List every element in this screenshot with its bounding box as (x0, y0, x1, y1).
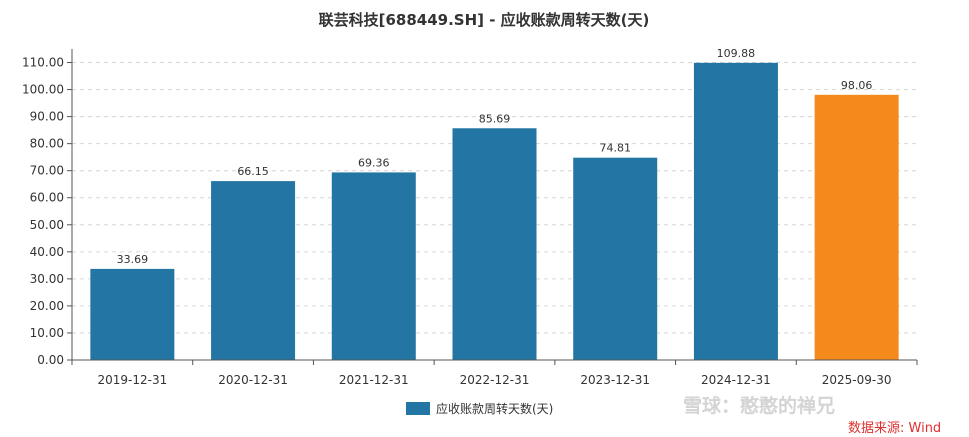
y-tick-label: 100.00 (22, 83, 64, 97)
x-tick-label: 2023-12-31 (580, 373, 650, 387)
data-label: 109.88 (717, 47, 756, 60)
x-tick-label: 2024-12-31 (701, 373, 771, 387)
bar[interactable] (573, 157, 658, 360)
bar[interactable] (211, 181, 296, 360)
x-tick-label: 2025-09-30 (822, 373, 892, 387)
legend-swatch (406, 402, 430, 415)
y-tick-label: 110.00 (22, 56, 64, 70)
y-tick-label: 10.00 (30, 326, 64, 340)
y-axis: 0.00 10.00 20.00 30.00 40.00 50.00 60.00 70.00 8… (22, 49, 73, 367)
data-label: 74.81 (599, 142, 631, 155)
data-label: 85.69 (479, 112, 511, 125)
y-tick-label: 40.00 (30, 245, 64, 259)
x-axis: 2019-12-31 2020-12-31 2021-12-31 2022-12-31… (71, 359, 918, 387)
data-source: 数据来源: Wind (848, 421, 941, 436)
data-label: 66.15 (237, 165, 269, 178)
x-tick-label: 2020-12-31 (218, 373, 288, 387)
data-label: 98.06 (841, 79, 873, 92)
x-tick-label: 2022-12-31 (460, 373, 530, 387)
y-tick-label: 0.00 (37, 353, 64, 367)
bar[interactable] (814, 94, 899, 361)
data-label: 33.69 (117, 253, 149, 266)
y-tick-label: 30.00 (30, 272, 64, 286)
legend-label: 应收账款周转天数(天) (436, 401, 553, 416)
bar[interactable] (452, 128, 537, 360)
y-tick-label: 20.00 (30, 299, 64, 313)
data-label: 69.36 (358, 156, 390, 169)
x-tick-label: 2019-12-31 (97, 373, 167, 387)
chart-title: 联芸科技[688449.SH] - 应收账款周转天数(天) (319, 11, 650, 29)
bars: 33.69 66.15 69.36 85.69 74.81 109.88 98.06 (90, 47, 899, 361)
bar[interactable] (90, 268, 175, 360)
y-tick-label: 50.00 (30, 218, 64, 232)
bar[interactable] (693, 62, 778, 361)
y-tick-label: 80.00 (30, 137, 64, 151)
watermark: 雪球：憨憨的禅兄 (683, 394, 835, 417)
y-tick-label: 90.00 (30, 110, 64, 124)
legend[interactable]: 应收账款周转天数(天) (406, 401, 553, 416)
x-tick-label: 2021-12-31 (339, 373, 409, 387)
bar[interactable] (331, 172, 416, 360)
y-tick-label: 70.00 (30, 164, 64, 178)
y-tick-label: 60.00 (30, 191, 64, 205)
